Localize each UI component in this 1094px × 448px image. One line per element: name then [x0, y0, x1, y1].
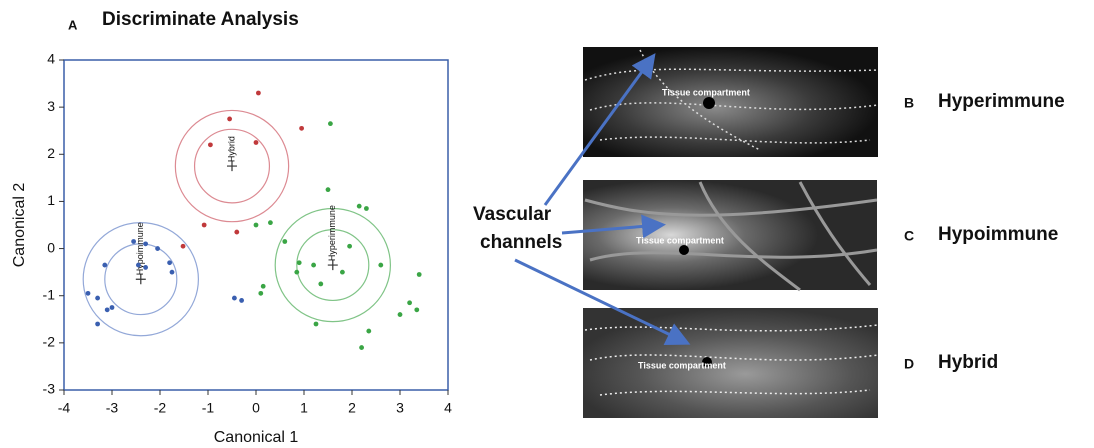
point	[136, 263, 141, 268]
point	[167, 260, 172, 265]
y-tick-label: 2	[47, 145, 55, 161]
point	[155, 246, 160, 251]
point	[340, 270, 345, 275]
point	[102, 263, 107, 268]
callout: channels	[480, 232, 562, 253]
point	[95, 296, 100, 301]
image-annotation: Tissue compartment	[638, 360, 726, 370]
point	[254, 223, 259, 228]
point	[170, 270, 175, 275]
point	[234, 230, 239, 235]
point	[268, 220, 273, 225]
figure: A Discriminate Analysis Canonical 1 Cano…	[0, 0, 1094, 448]
point	[208, 142, 213, 147]
y-tick-label: 4	[47, 51, 55, 67]
panel-letter: A	[68, 17, 78, 32]
point	[143, 265, 148, 270]
panel-title: Hyperimmune	[938, 91, 1065, 112]
point	[105, 307, 110, 312]
point	[297, 260, 302, 265]
panel-letter: B	[904, 95, 914, 111]
point	[357, 204, 362, 209]
micrograph	[583, 308, 878, 418]
point	[311, 263, 316, 268]
point	[398, 312, 403, 317]
point	[359, 345, 364, 350]
panel-letter: C	[904, 228, 914, 244]
image-annotation: Tissue compartment	[636, 235, 724, 245]
y-axis-label: Canonical 2	[11, 183, 28, 268]
image-annotation: Tissue compartment	[662, 87, 750, 97]
point	[143, 241, 148, 246]
group-label: Hybrid	[226, 136, 236, 162]
y-tick-label: 3	[47, 98, 55, 114]
point	[258, 291, 263, 296]
point	[254, 140, 259, 145]
point	[366, 329, 371, 334]
y-tick-label: -1	[43, 286, 56, 302]
x-tick-label: -1	[202, 400, 215, 416]
lumen	[679, 245, 689, 255]
x-tick-label: 4	[444, 400, 452, 416]
point	[110, 305, 115, 310]
point	[318, 282, 323, 287]
x-tick-label: -3	[106, 400, 119, 416]
x-tick-label: -2	[154, 400, 167, 416]
panel-title: Hybrid	[938, 352, 998, 373]
x-tick-label: 2	[348, 400, 356, 416]
group-label: Hyperimmune	[327, 205, 337, 261]
x-tick-label: 1	[300, 400, 308, 416]
y-tick-label: -3	[43, 381, 56, 397]
point	[326, 187, 331, 192]
lumen	[703, 97, 715, 109]
point	[95, 322, 100, 327]
point	[347, 244, 352, 249]
point	[282, 239, 287, 244]
point	[378, 263, 383, 268]
y-tick-label: 0	[47, 239, 55, 255]
callout: Vascular	[473, 204, 552, 225]
point	[232, 296, 237, 301]
panel-title: Hypoimmune	[938, 224, 1058, 245]
point	[86, 291, 91, 296]
point	[299, 126, 304, 131]
chart-title: Discriminate Analysis	[102, 9, 299, 30]
point	[227, 117, 232, 122]
x-tick-label: 0	[252, 400, 260, 416]
point	[261, 284, 266, 289]
point	[181, 244, 186, 249]
panel-letter: D	[904, 356, 914, 372]
y-tick-label: -2	[43, 334, 56, 350]
x-tick-label: 3	[396, 400, 404, 416]
point	[202, 223, 207, 228]
point	[364, 206, 369, 211]
point	[414, 307, 419, 312]
point	[328, 121, 333, 126]
point	[314, 322, 319, 327]
point	[294, 270, 299, 275]
point	[407, 300, 412, 305]
point	[417, 272, 422, 277]
x-axis-label: Canonical 1	[214, 429, 299, 446]
point	[131, 239, 136, 244]
x-tick-label: -4	[58, 400, 71, 416]
y-tick-label: 1	[47, 192, 55, 208]
point	[239, 298, 244, 303]
point	[256, 91, 261, 96]
